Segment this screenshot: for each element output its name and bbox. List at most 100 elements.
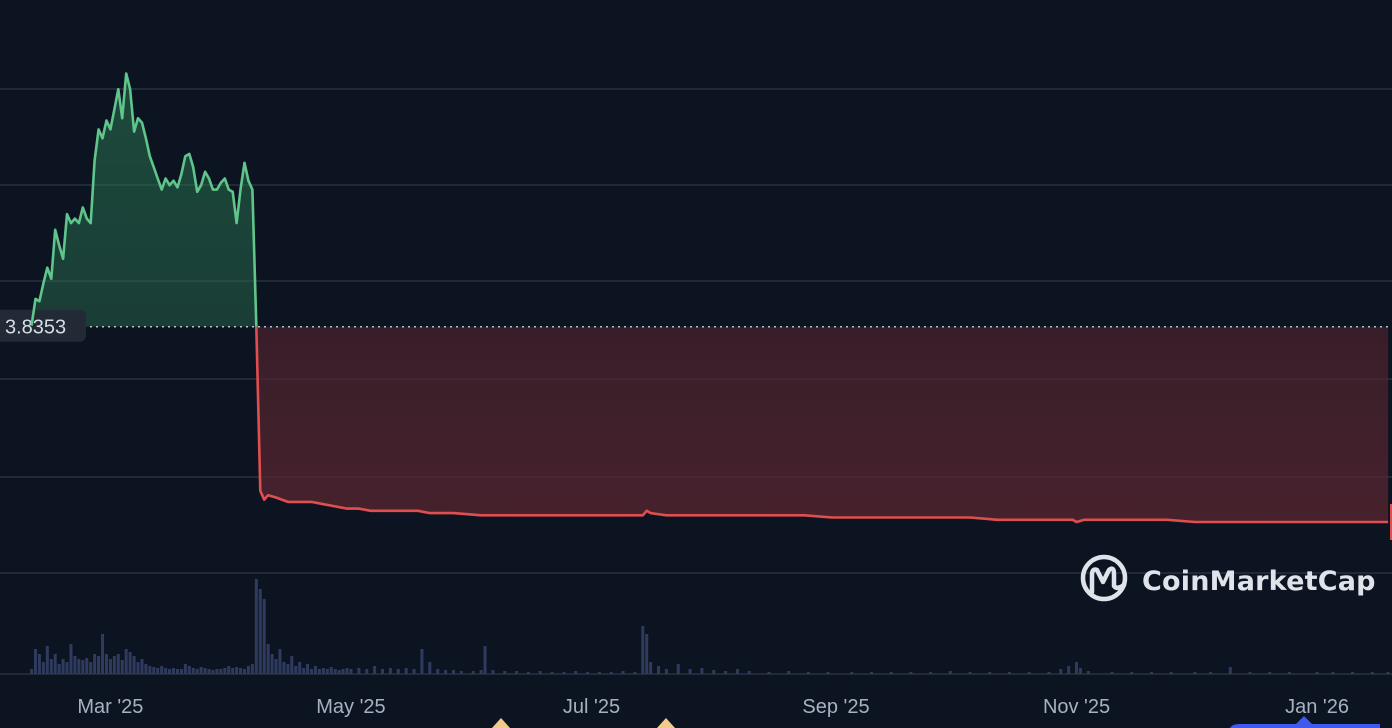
volume-bar [219,669,223,674]
volume-bar [1075,662,1079,674]
volume-bar [1386,672,1390,674]
volume-bar [1110,672,1114,674]
volume-bar [889,672,893,674]
volume-bar [313,666,317,674]
volume-bar [357,668,361,674]
volume-bar [1370,672,1374,674]
volume-bar [250,664,254,674]
volume-bar [306,664,310,674]
volume-bar [850,672,854,674]
volume-bar [235,667,239,674]
volume-bar [724,671,728,674]
volume-bar [459,671,463,674]
volume-bar [101,634,105,674]
volume-bar [30,669,34,674]
volume-bar [274,659,278,674]
volume-bar [373,666,377,674]
volume-bar [191,668,195,674]
volume-bar [645,634,649,674]
volume-bar [156,668,160,674]
volume-bar [471,671,475,674]
volume-bar [1027,672,1031,674]
x-tick-label: Nov '25 [1043,696,1110,718]
volume-bar [172,668,176,674]
volume-bar [968,672,972,674]
volume-bar [869,672,873,674]
volume-bar [1228,667,1232,674]
volume-bar [341,669,345,674]
volume-bar [242,669,246,674]
volume-bar [132,656,136,674]
volume-bar [444,670,448,674]
volume-bar [1287,672,1291,674]
timeline-markers [492,716,1380,728]
volume-bar [227,666,231,674]
volume-bar [53,654,57,674]
volume-bar [641,626,645,674]
volume-bar [365,669,369,674]
volume-bar [929,672,933,674]
volume-bar [85,658,89,674]
volume-bar [1193,672,1197,674]
volume-bar [168,669,172,674]
volume-bar [574,671,578,674]
volume-bar [45,646,49,674]
volume-bar [747,671,751,674]
volume-bar [298,662,302,674]
volume-bar [1351,672,1355,674]
volume-bar [388,668,392,674]
event-marker[interactable] [492,718,510,728]
volume-bar [49,659,53,674]
volume-bar [61,659,65,674]
reference-label-box [0,309,86,342]
volume-bar [89,662,93,674]
volume-bar [152,667,156,674]
volume-bar [329,667,333,674]
volume-bar [550,672,554,674]
volume-bars [30,579,1390,674]
volume-bar [215,669,219,674]
x-tick-label: Jan '26 [1285,696,1349,718]
volume-bar [1268,672,1272,674]
volume-bar [203,668,207,674]
volume-bar [294,666,298,674]
reference-label: 3.8353 [5,317,66,339]
volume-bar [321,668,325,674]
volume-bar [175,669,179,674]
volume-bar [1149,672,1153,674]
volume-bar [136,662,140,674]
range-handle[interactable] [1230,716,1380,728]
volume-bar [183,664,187,674]
volume-bar [1047,672,1051,674]
event-marker[interactable] [657,718,675,728]
price-line [30,72,1392,540]
price-line-up [30,72,258,327]
volume-bar [479,670,483,674]
x-axis: Mar '25 May '25 Jul '25 Sep '25 Nov '25 Jan '… [77,696,1349,718]
volume-bar [33,649,37,674]
volume-bar [1248,672,1252,674]
volume-bar [515,671,519,674]
volume-bar [396,669,400,674]
volume-bar [179,669,183,674]
volume-bar [735,669,739,674]
volume-bar [826,672,830,674]
volume-bar [270,654,274,674]
volume-bar [65,662,69,674]
volume-bar [428,662,432,674]
volume-bar [37,654,41,674]
volume-bar [262,599,266,674]
volume-bar [108,659,112,674]
volume-bar [160,666,164,674]
volume-bar [1078,668,1082,674]
volume-bar [93,654,97,674]
reference-line-group: 3.8353 [0,309,1392,342]
volume-bar [148,666,152,674]
volume-bar [1067,666,1071,674]
volume-bar [538,671,542,674]
coinmarketcap-logo-icon [1080,554,1128,602]
volume-bar [404,668,408,674]
volume-bar [231,668,235,674]
